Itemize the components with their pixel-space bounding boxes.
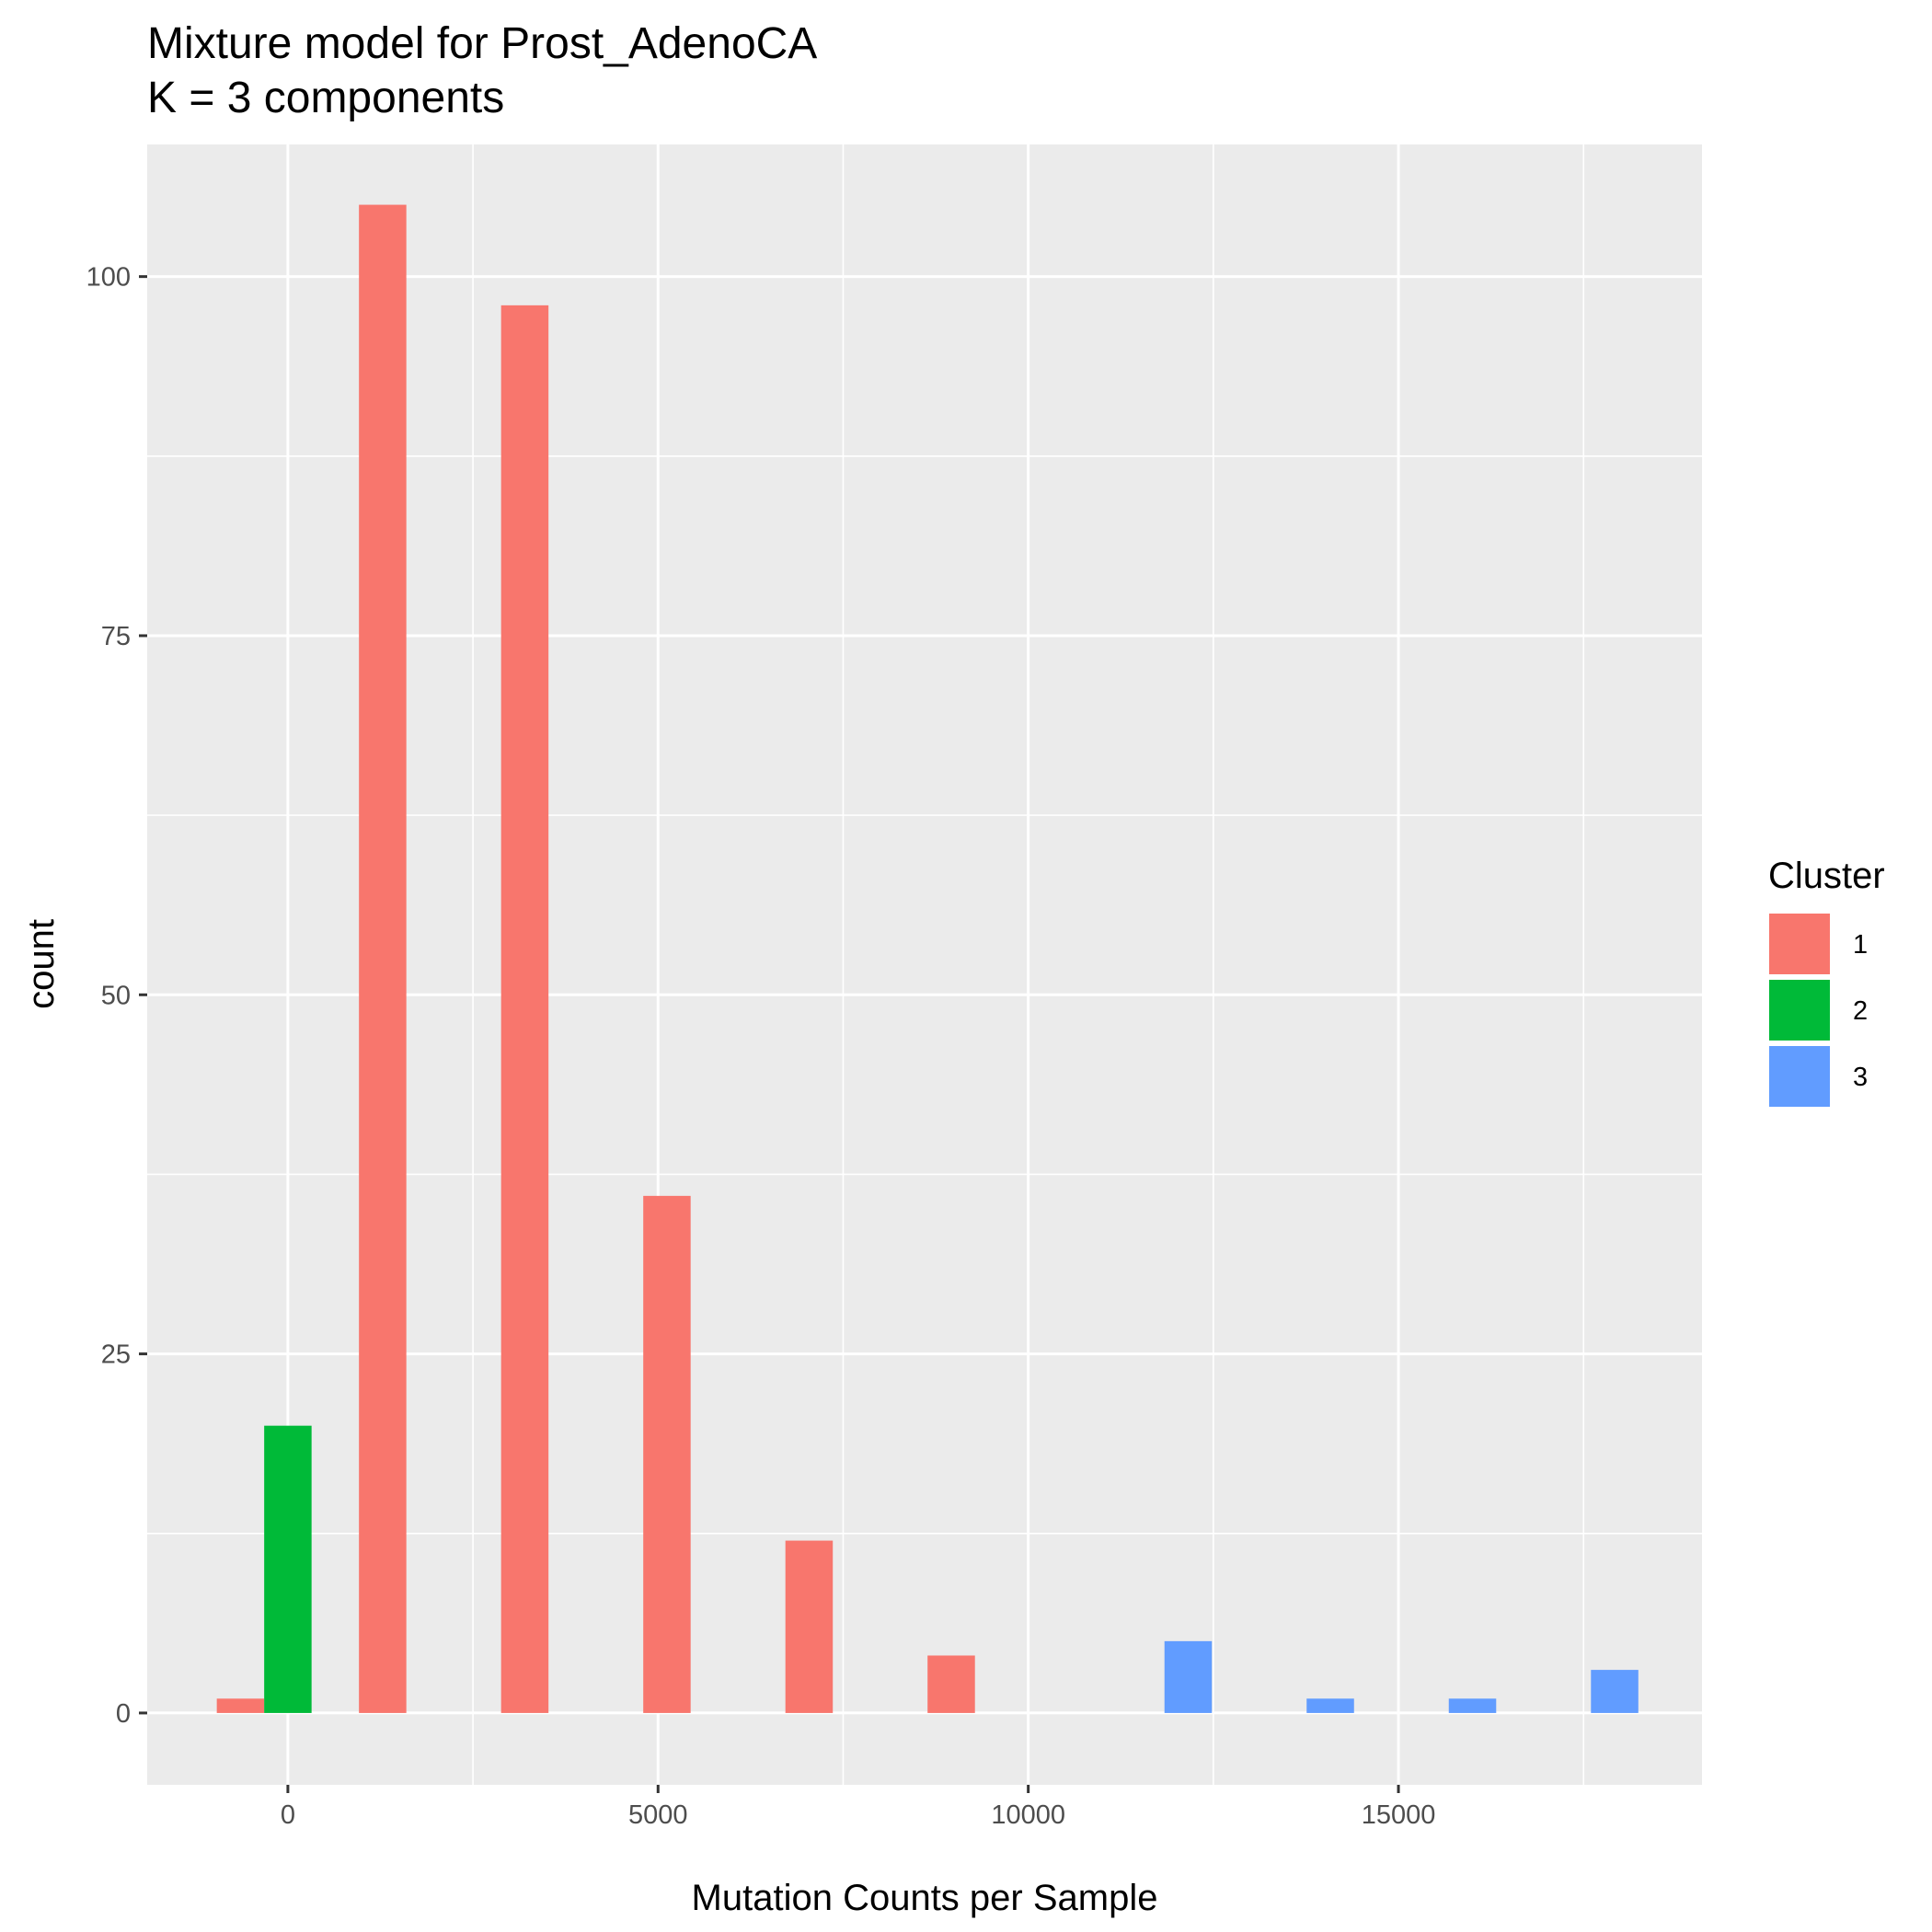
legend-label-1: 1 (1853, 930, 1868, 960)
bar-cluster-1 (500, 305, 549, 1713)
y-tick-label: 75 (101, 622, 131, 651)
x-axis: 0 5000 10000 15000 (281, 1785, 1436, 1830)
bar-cluster-1 (927, 1655, 975, 1713)
bar-cluster-1 (643, 1195, 691, 1713)
bar-cluster-3 (1591, 1670, 1639, 1713)
bars (216, 204, 1639, 1713)
bar-cluster-1 (359, 204, 407, 1713)
bar-cluster-1 (785, 1540, 834, 1713)
bar-cluster-3 (1164, 1640, 1213, 1713)
y-tick-label: 25 (101, 1340, 131, 1370)
legend-label-3: 3 (1853, 1063, 1868, 1092)
bar-cluster-1 (216, 1698, 265, 1713)
y-axis-title: count (21, 919, 62, 1009)
y-tick-label: 100 (86, 263, 131, 293)
y-tick-label: 0 (116, 1699, 131, 1729)
legend-label-2: 2 (1853, 996, 1868, 1026)
bar-cluster-3 (1448, 1698, 1497, 1713)
x-tick-label: 0 (281, 1800, 295, 1830)
bar-cluster-3 (1306, 1698, 1354, 1713)
x-axis-title: Mutation Counts per Sample (692, 1878, 1158, 1918)
bar-cluster-2 (264, 1425, 312, 1713)
y-tick-label: 50 (101, 981, 131, 1010)
legend-key-1 (1767, 912, 1832, 976)
legend-key-3 (1767, 1044, 1832, 1109)
chart-title: Mixture model for Prost_AdenoCA (147, 19, 817, 68)
x-tick-label: 10000 (991, 1800, 1065, 1830)
x-tick-label: 15000 (1362, 1800, 1436, 1830)
legend-key-2 (1767, 978, 1832, 1042)
y-axis: 0 25 50 75 100 (86, 263, 147, 1729)
legend-title: Cluster (1768, 856, 1885, 896)
legend: Cluster 1 2 3 (1767, 856, 1885, 1109)
chart-subtitle: K = 3 components (147, 74, 504, 122)
x-tick-label: 5000 (628, 1800, 688, 1830)
